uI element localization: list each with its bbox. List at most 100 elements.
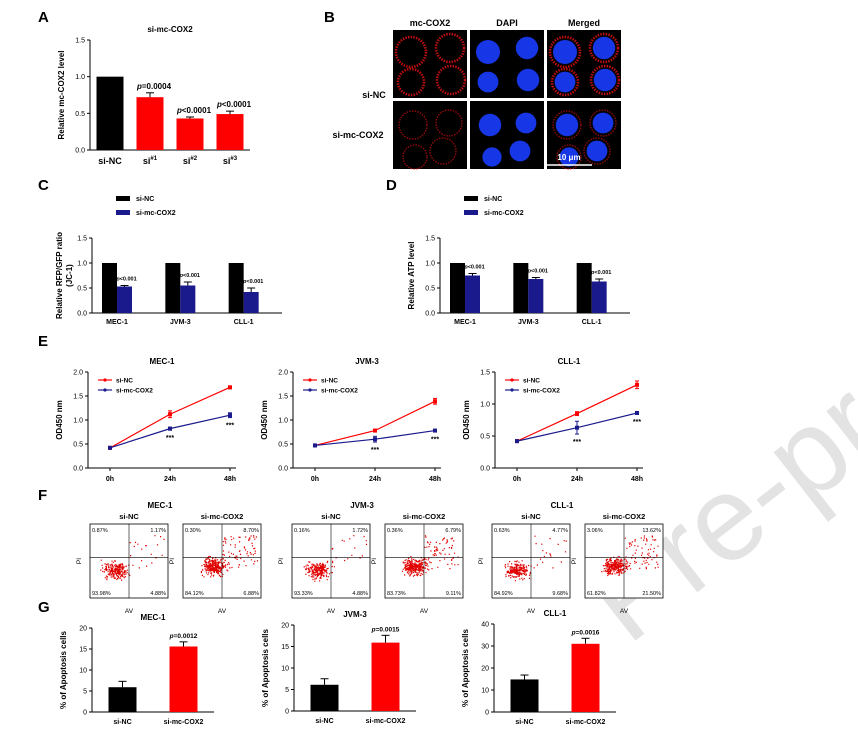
p-value-label: p<0.001: [179, 273, 200, 279]
y-tick-label: 5: [83, 689, 87, 696]
quadrant-lr-value: 9.11%: [446, 591, 461, 597]
quadrant-lr-value: 6.88%: [243, 591, 259, 597]
quadrant-ll-value: 84.12%: [185, 591, 204, 597]
y-axis-label: Relative ATP level: [407, 242, 416, 310]
nucleus-stain: [593, 68, 617, 92]
p-value-label: p<0.0001: [176, 106, 212, 115]
y-tick-label: 1.0: [480, 402, 490, 409]
chart-g2: 0 5 10 15 20 % of Apoptosis cells JVM-3 si-NC si…: [261, 610, 416, 725]
panel-letter-g: G: [38, 599, 50, 616]
nucleus-stain: [509, 140, 531, 162]
flow-x-axis-label: AV: [327, 608, 336, 615]
x-tick-label: si-NC: [515, 719, 533, 726]
y-tick-label: 0.0: [480, 466, 490, 473]
flow-plot: si-NC 0.16% 1.72% 93.33% 4.88% AV PI: [278, 512, 371, 615]
flow-y-axis-label: PI: [278, 558, 285, 564]
nucleus-stain: [586, 140, 608, 162]
chart-e1: 0.0 0.5 1.0 1.5 2.0 OD450 nm MEC-1 0h 24h 48h si-N…: [55, 357, 236, 483]
x-tick-label: 48h: [224, 476, 236, 483]
p-value-label: p=0.0012: [169, 633, 198, 640]
legend-label-si-nc: si-NC: [321, 378, 338, 385]
quadrant-ur-value: 1.17%: [150, 528, 166, 534]
p-value-label: p<0.001: [242, 279, 263, 285]
p-value-label: p<0.001: [463, 265, 484, 271]
nucleus-stain: [592, 112, 614, 134]
y-tick-label: 15: [79, 647, 87, 654]
y-tick-label: 15: [281, 644, 289, 651]
data-point-si-nc: [228, 385, 232, 390]
bar-si-mc-cox2: [169, 646, 198, 712]
quadrant-ur-value: 6.79%: [445, 528, 461, 534]
data-point-si-mc-cox2: [228, 413, 232, 418]
bar-mec-1-si-nc: [450, 263, 465, 313]
bar-mec-1-si-mc-cox2: [465, 275, 480, 313]
panel-letter-f: F: [38, 487, 47, 504]
x-tick-label: CLL-1: [582, 319, 602, 326]
x-tick-label: si#3: [223, 156, 238, 166]
flow-x-axis-label: AV: [420, 608, 429, 615]
flow-group-jvm-3: JVM-3si-NC0.16% 1.72%93.33% 4.88%AVPIsi-mc…: [278, 501, 464, 615]
x-tick-label: si-NC: [315, 718, 333, 725]
row-label-si-mc-cox2: si-mc-COX2: [332, 130, 383, 140]
y-tick-label: 0: [485, 710, 489, 717]
flow-title: JVM-3: [350, 501, 374, 510]
flow-plot-label: si-mc-COX2: [403, 512, 446, 521]
x-tick-label: si-mc-COX2: [164, 719, 204, 726]
quadrant-ul-value: 0.16%: [294, 528, 310, 534]
x-tick-label: si-mc-COX2: [366, 718, 406, 725]
flow-plot: si-mc-COX2 0.30% 8.70% 84.12% 6.88% AV PI: [169, 512, 262, 615]
col-header-mc-cox2: mc-COX2: [410, 18, 451, 28]
micrograph-tile: [547, 101, 621, 170]
chart-a: 0.0 0.5 1.0 1.5 Relative mc-COX2 level si-mc-…: [57, 25, 252, 166]
micrograph-tile: [470, 101, 544, 169]
bar-si-nc: [108, 687, 137, 712]
quadrant-ur-value: 4.77%: [552, 528, 568, 534]
y-tick-label: 1.0: [75, 74, 85, 81]
cox2-stain: [434, 32, 466, 64]
flow-group-cll-1: CLL-1si-NC0.63% 4.77%84.92% 9.68%AVPIsi-mc…: [478, 501, 664, 615]
y-tick-label: 1.5: [73, 394, 83, 401]
flow-y-axis-label: PI: [371, 558, 378, 564]
chart-d: 0.0 0.5 1.0 1.5 Relative ATP level si-NC si-mc…: [407, 196, 630, 326]
y-tick-label: 0.5: [77, 286, 87, 293]
nucleus-stain: [516, 68, 540, 92]
quadrant-ul-value: 0.63%: [494, 528, 510, 534]
flow-plot-label: si-mc-COX2: [201, 512, 244, 521]
flow-title: CLL-1: [551, 501, 574, 510]
y-tick-label: 2.0: [73, 370, 83, 377]
chart-e3: 0.0 0.5 1.0 1.5 OD450 nm CLL-1 0h 24h 48h si-NC si…: [462, 357, 643, 483]
bar-si-mc-cox2: [571, 643, 600, 712]
p-value-label: p<0.0001: [216, 100, 252, 109]
bar-cll-1-si-mc-cox2: [243, 292, 259, 313]
cox2-stain: [398, 110, 428, 140]
y-axis-label: (JC-1): [65, 264, 74, 287]
y-tick-label: 0.5: [278, 442, 288, 449]
quadrant-lr-value: 9.68%: [552, 591, 568, 597]
cox2-stain: [396, 67, 426, 97]
y-axis-label: OD450 nm: [260, 400, 269, 440]
quadrant-ul-value: 0.30%: [185, 528, 201, 534]
cox2-stain: [429, 137, 457, 165]
cox2-stain: [552, 110, 582, 140]
scale-bar-label: 10 μm: [557, 153, 580, 162]
chart-title: CLL-1: [544, 609, 567, 618]
bar-si-mc-cox2: [371, 642, 400, 711]
y-tick-label: 0.0: [425, 311, 435, 318]
cox2-stain: [556, 144, 582, 170]
chart-title: JVM-3: [355, 357, 379, 366]
nucleus-stain: [478, 113, 502, 137]
x-tick-label: 48h: [429, 476, 441, 483]
bar-si-1: [136, 97, 164, 150]
bar-si-3: [216, 114, 244, 150]
chart-g3: 0 10 20 30 40 % of Apoptosis cells CLL-1 si-NC s…: [461, 609, 616, 726]
x-tick-label: 24h: [369, 476, 381, 483]
y-axis-label: Relative RFP/GFP ratio: [55, 232, 64, 319]
flow-y-axis-label: PI: [76, 558, 83, 564]
p-value-label: p<0.001: [115, 277, 136, 283]
legend-swatch-si-nc: [464, 196, 478, 201]
micrograph-tile: [393, 30, 467, 98]
y-tick-label: 0.5: [425, 286, 435, 293]
y-tick-label: 0: [285, 709, 289, 716]
legend-label-si-mc-cox2: si-mc-COX2: [484, 210, 524, 217]
